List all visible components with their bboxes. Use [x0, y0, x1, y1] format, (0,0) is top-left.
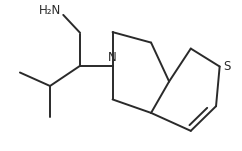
Text: S: S	[223, 60, 231, 73]
Text: N: N	[108, 51, 117, 64]
Text: H₂N: H₂N	[38, 4, 61, 17]
